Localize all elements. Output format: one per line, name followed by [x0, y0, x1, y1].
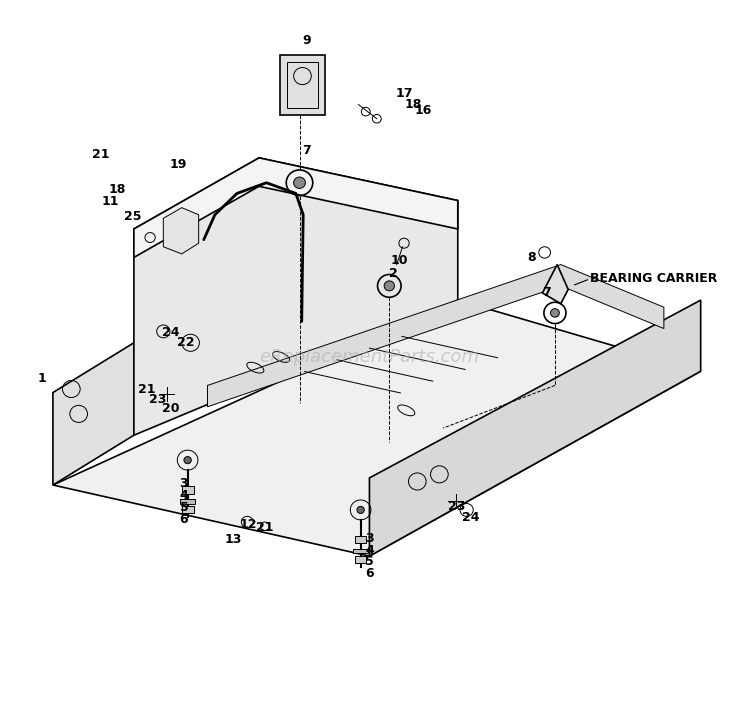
Text: eReplacementParts.com: eReplacementParts.com	[260, 348, 479, 366]
Circle shape	[384, 281, 394, 291]
Bar	[182, 506, 194, 513]
Text: 11: 11	[101, 196, 119, 208]
Text: BEARING CARRIER: BEARING CARRIER	[590, 272, 718, 286]
Polygon shape	[370, 300, 700, 556]
Text: 20: 20	[162, 402, 179, 415]
Bar	[287, 62, 318, 108]
Text: 6: 6	[180, 513, 188, 526]
Text: 23: 23	[149, 393, 166, 406]
Text: 21: 21	[92, 148, 110, 161]
Text: 18: 18	[108, 183, 126, 196]
Text: 2: 2	[389, 266, 398, 280]
Text: 9: 9	[302, 34, 311, 47]
Text: 5: 5	[365, 555, 374, 568]
Text: 21: 21	[139, 383, 156, 396]
Bar	[355, 556, 367, 563]
Polygon shape	[134, 158, 458, 436]
Polygon shape	[164, 208, 199, 254]
Bar	[353, 549, 368, 553]
Text: 18: 18	[405, 98, 422, 111]
Text: 7: 7	[302, 144, 311, 157]
Text: 16: 16	[415, 104, 432, 116]
Text: 5: 5	[179, 501, 188, 513]
Text: 8: 8	[527, 251, 536, 264]
Text: 10: 10	[390, 254, 408, 268]
Text: 23: 23	[448, 500, 465, 513]
Text: 13: 13	[224, 533, 242, 546]
Text: 24: 24	[462, 511, 480, 523]
Text: 1: 1	[38, 372, 46, 385]
Text: 22: 22	[177, 336, 194, 349]
Text: 25: 25	[124, 210, 141, 223]
Text: 4: 4	[179, 489, 188, 502]
Text: 24: 24	[162, 326, 179, 338]
Circle shape	[550, 308, 560, 317]
Text: 3: 3	[365, 532, 374, 545]
Text: 6: 6	[365, 568, 374, 580]
Text: 21: 21	[256, 521, 274, 534]
Polygon shape	[53, 343, 134, 485]
Bar	[182, 486, 194, 493]
Text: 3: 3	[180, 477, 188, 490]
Text: 17: 17	[396, 87, 413, 101]
Text: 19: 19	[170, 159, 187, 171]
Text: 12: 12	[240, 518, 257, 531]
Polygon shape	[53, 300, 701, 556]
Bar	[280, 55, 326, 115]
Polygon shape	[208, 265, 664, 407]
Bar	[355, 536, 367, 543]
Text: 7: 7	[542, 286, 550, 299]
Polygon shape	[134, 158, 458, 258]
Polygon shape	[542, 265, 568, 303]
Circle shape	[293, 177, 305, 188]
Circle shape	[357, 506, 364, 513]
Text: 4: 4	[365, 544, 374, 557]
Circle shape	[184, 456, 191, 463]
Bar	[180, 499, 195, 503]
